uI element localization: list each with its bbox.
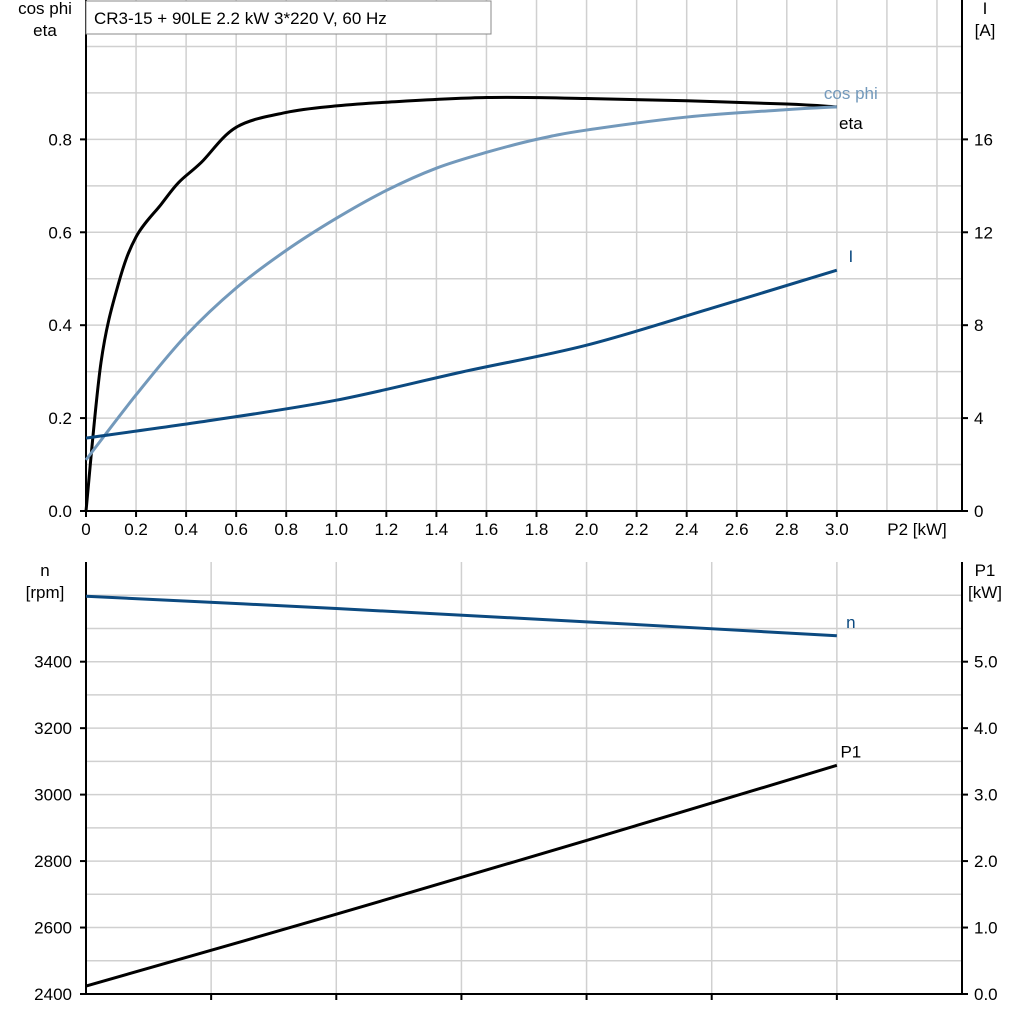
y-tick-label-right: 2.0 (974, 852, 998, 871)
x-tick-label: 0.6 (224, 520, 248, 539)
y-tick-label-left: 0.4 (48, 316, 72, 335)
x-tick-label: 2.0 (575, 520, 599, 539)
y-tick-label-left: 3400 (34, 653, 72, 672)
series-line-eta (84, 95, 837, 512)
x-tick-label: 0 (81, 520, 90, 539)
y-axis-label-left: cos phi (18, 0, 72, 18)
x-tick-label: 2.8 (775, 520, 799, 539)
y-axis-label-right: P1 (975, 561, 996, 580)
x-tick-label: 0.2 (124, 520, 148, 539)
y-tick-label-right: 4 (974, 409, 983, 428)
series-label-eta: eta (839, 114, 863, 133)
x-tick-label: 2.4 (675, 520, 699, 539)
series-label-p1: P1 (840, 742, 861, 761)
x-tick-label: 1.6 (475, 520, 499, 539)
y-axis-label-right: [A] (975, 21, 996, 40)
y-tick-label-right: 5.0 (974, 653, 998, 672)
series-label-i: I (848, 247, 853, 266)
x-tick-label: 1.8 (525, 520, 549, 539)
y-tick-label-left: 0.8 (48, 130, 72, 149)
x-tick-label: 1.0 (324, 520, 348, 539)
x-tick-label: 1.4 (425, 520, 449, 539)
x-tick-label: 3.0 (825, 520, 849, 539)
y-tick-label-left: 0.0 (48, 502, 72, 521)
y-tick-label-left: 2800 (34, 852, 72, 871)
y-tick-label-right: 4.0 (974, 719, 998, 738)
x-tick-label: 0.8 (274, 520, 298, 539)
series-line-i (85, 268, 838, 440)
y-tick-label-left: 3200 (34, 719, 72, 738)
y-tick-label-right: 0 (974, 502, 983, 521)
y-tick-label-left: 3000 (34, 786, 72, 805)
y-tick-label-left: 0.2 (48, 409, 72, 428)
y-axis-label-left: eta (33, 21, 57, 40)
x-tick-label: 1.2 (375, 520, 399, 539)
x-tick-label: 2.2 (625, 520, 649, 539)
x-tick-label: 0.4 (174, 520, 198, 539)
series-line-n (85, 594, 837, 638)
y-axis-label-right: I (983, 0, 988, 18)
series-line-p1 (85, 763, 838, 988)
y-axis-label-right: [kW] (968, 583, 1002, 602)
x-tick-label: 2.6 (725, 520, 749, 539)
chart-title-box (85, 0, 492, 35)
y-tick-label-right: 8 (974, 316, 983, 335)
y-tick-label-left: 2600 (34, 919, 72, 938)
y-tick-label-right: 12 (974, 223, 993, 242)
y-tick-label-right: 3.0 (974, 786, 998, 805)
y-tick-label-right: 16 (974, 130, 993, 149)
series-label-n: n (846, 613, 855, 632)
x-axis-label: P2 [kW] (887, 520, 947, 539)
y-tick-label-left: 0.6 (48, 223, 72, 242)
y-tick-label-right: 0.0 (974, 985, 998, 1004)
y-tick-label-left: 2400 (34, 985, 72, 1004)
series-line-cos-phi (84, 105, 837, 461)
chart-title: CR3-15 + 90LE 2.2 kW 3*220 V, 60 Hz (94, 9, 387, 28)
y-axis-label-left: n (40, 561, 49, 580)
series-label-cos-phi: cos phi (824, 84, 878, 103)
y-axis-label-left: [rpm] (26, 583, 65, 602)
y-tick-label-right: 1.0 (974, 919, 998, 938)
